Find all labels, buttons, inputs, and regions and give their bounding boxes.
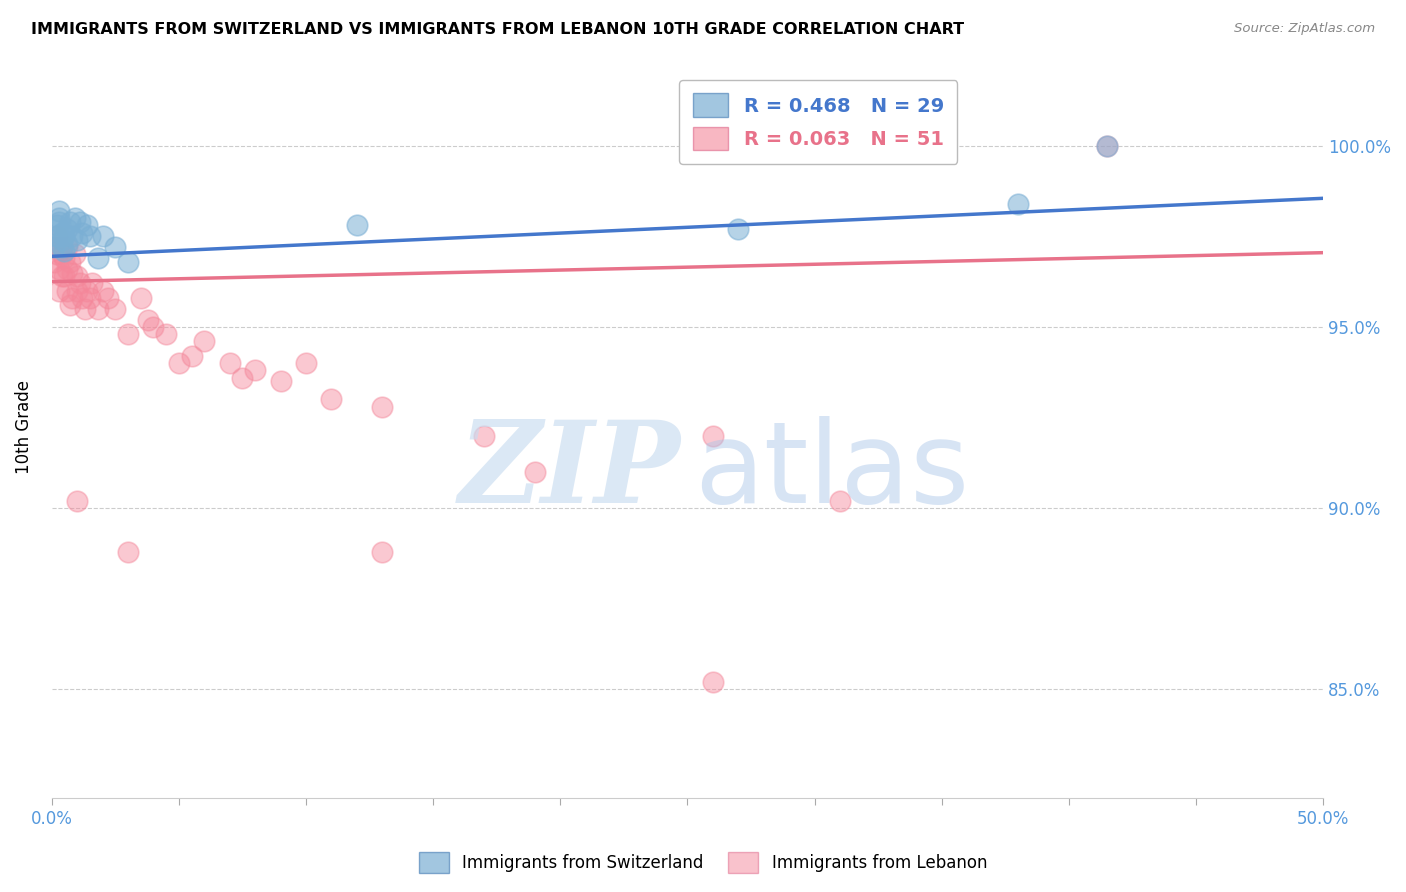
Point [1095, 138, 1118, 153]
Point [58, 298, 80, 312]
Point [56, 284, 79, 298]
Point [76, 284, 98, 298]
Point [48, 284, 70, 298]
Point [58, 254, 80, 268]
Point [702, 675, 724, 690]
Point [129, 291, 152, 305]
Point [142, 320, 165, 334]
Point [56, 240, 79, 254]
Point [295, 356, 318, 370]
Point [66, 284, 89, 298]
Point [138, 312, 160, 326]
Point [63, 247, 86, 261]
Point [727, 222, 749, 236]
Point [117, 327, 139, 342]
Legend: Immigrants from Switzerland, Immigrants from Lebanon: Immigrants from Switzerland, Immigrants … [412, 846, 994, 880]
Point [82, 277, 104, 291]
Point [69, 215, 91, 229]
Point [44, 254, 66, 268]
Point [60, 229, 83, 244]
Y-axis label: 10th Grade: 10th Grade [15, 380, 32, 474]
Text: IMMIGRANTS FROM SWITZERLAND VS IMMIGRANTS FROM LEBANON 10TH GRADE CORRELATION CH: IMMIGRANTS FROM SWITZERLAND VS IMMIGRANT… [31, 22, 965, 37]
Text: Source: ZipAtlas.com: Source: ZipAtlas.com [1234, 22, 1375, 36]
Point [117, 544, 139, 558]
Point [104, 301, 127, 316]
Point [51, 233, 73, 247]
Point [346, 219, 368, 233]
Point [51, 240, 73, 254]
Point [180, 349, 202, 363]
Text: ZIP: ZIP [460, 416, 681, 526]
Point [44, 240, 66, 254]
Point [53, 229, 76, 244]
Point [104, 240, 127, 254]
Point [86, 301, 108, 316]
Point [44, 240, 66, 254]
Text: atlas: atlas [693, 416, 969, 526]
Point [73, 301, 96, 316]
Point [371, 544, 394, 558]
Point [321, 392, 343, 407]
Point [72, 226, 94, 240]
Point [218, 356, 240, 370]
Point [56, 236, 79, 251]
Point [155, 327, 177, 342]
Point [58, 215, 80, 229]
Point [371, 400, 394, 414]
Point [51, 226, 73, 240]
Point [56, 222, 79, 236]
Point [91, 229, 114, 244]
Point [270, 375, 292, 389]
Point [91, 284, 114, 298]
Point [48, 211, 70, 226]
Point [1095, 138, 1118, 153]
Point [243, 363, 266, 377]
Point [76, 219, 98, 233]
Point [53, 251, 76, 265]
Point [702, 428, 724, 442]
Point [51, 269, 73, 284]
Point [63, 211, 86, 226]
Point [48, 215, 70, 229]
Point [48, 262, 70, 277]
Point [472, 428, 495, 442]
Point [56, 262, 79, 277]
Point [66, 494, 89, 508]
Point [523, 465, 546, 479]
Point [60, 266, 83, 280]
Point [72, 291, 94, 305]
Point [79, 291, 101, 305]
Point [86, 251, 108, 265]
Point [45, 229, 67, 244]
Point [51, 247, 73, 261]
Point [48, 204, 70, 219]
Point [97, 291, 120, 305]
Point [828, 494, 851, 508]
Point [231, 370, 253, 384]
Point [69, 277, 91, 291]
Legend: R = 0.468   N = 29, R = 0.063   N = 51: R = 0.468 N = 29, R = 0.063 N = 51 [679, 79, 957, 164]
Point [45, 247, 67, 261]
Point [193, 334, 215, 349]
Point [45, 229, 67, 244]
Point [66, 269, 89, 284]
Point [45, 219, 67, 233]
Point [167, 356, 190, 370]
Point [79, 229, 101, 244]
Point [53, 269, 76, 284]
Point [60, 291, 83, 305]
Point [117, 254, 139, 268]
Point [48, 240, 70, 254]
Point [1007, 196, 1029, 211]
Point [53, 244, 76, 258]
Point [66, 233, 89, 247]
